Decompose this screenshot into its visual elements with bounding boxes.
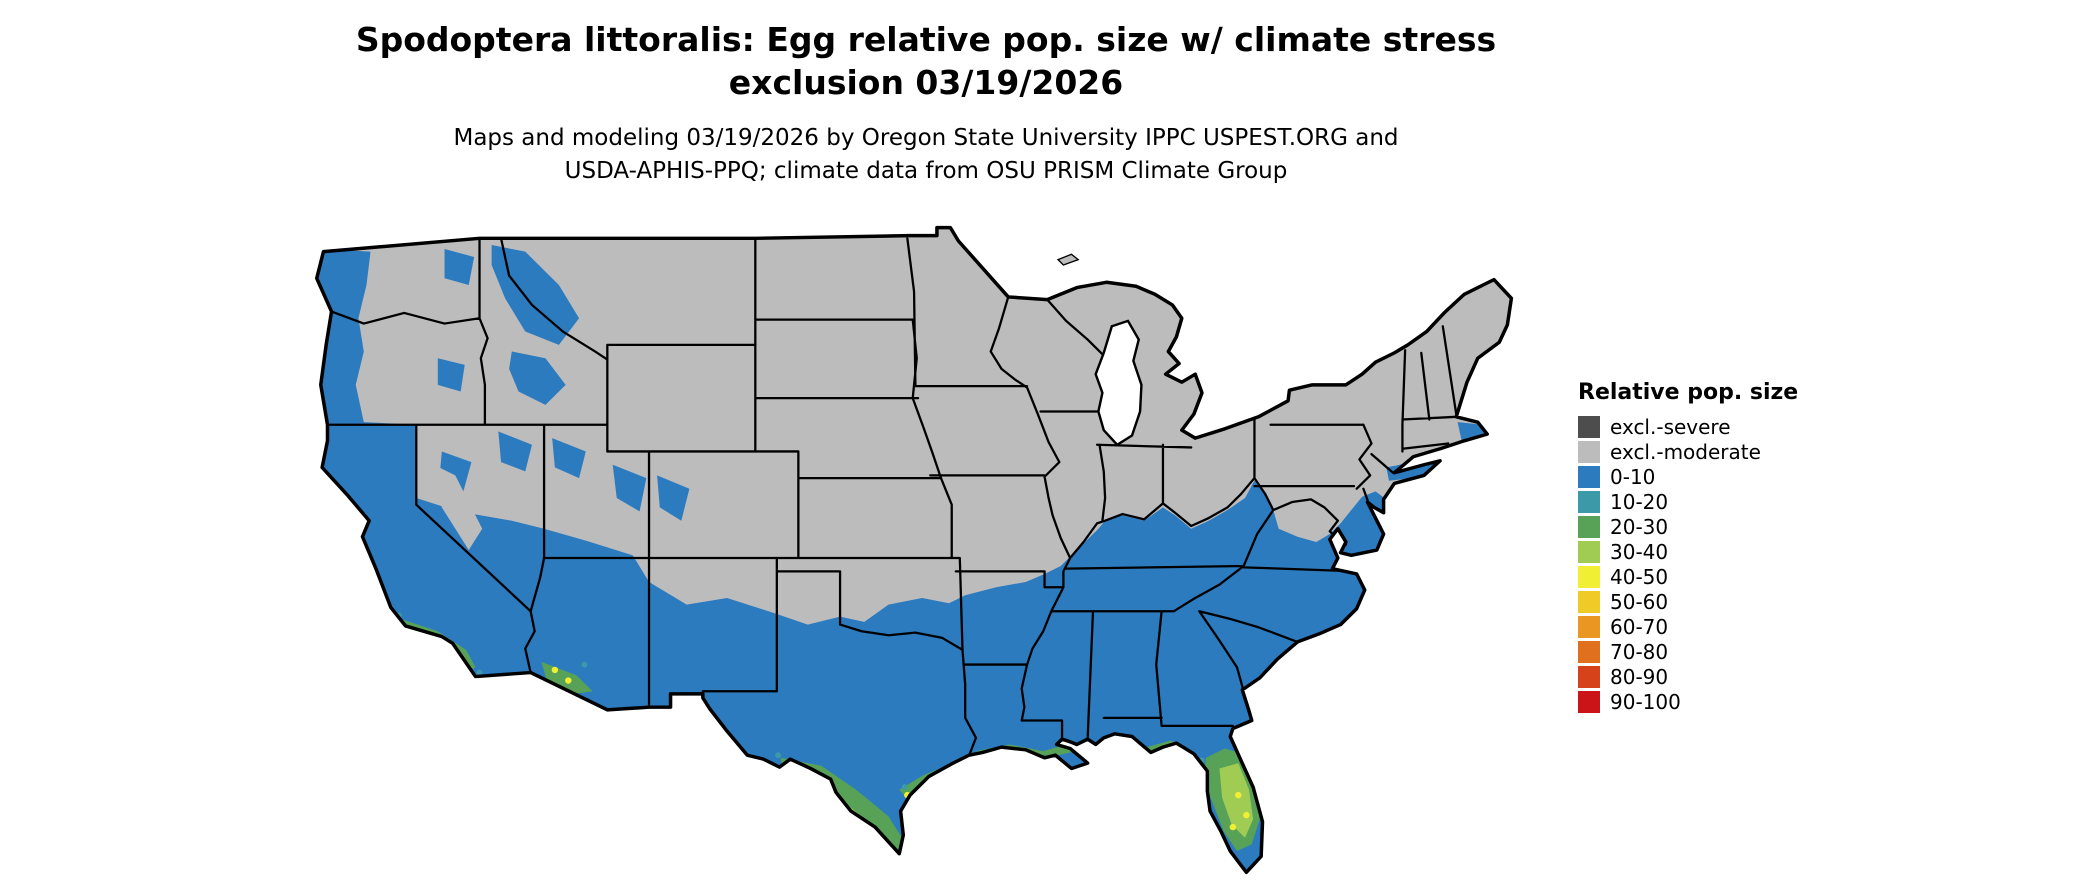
legend-item: 80-90 [1578,664,1838,689]
legend-item: 20-30 [1578,514,1838,539]
legend-swatch [1578,590,1600,613]
legend-item-label: 70-80 [1610,639,1669,664]
legend-item-label: 20-30 [1610,514,1669,539]
state-borders [326,237,1458,757]
isle-royale [1056,253,1080,266]
legend-item: 70-80 [1578,639,1838,664]
legend-item: 10-20 [1578,489,1838,514]
legend-item: 50-60 [1578,589,1838,614]
legend-item: 60-70 [1578,614,1838,639]
legend-swatch [1578,540,1600,563]
lake-michigan [1094,319,1143,447]
legend-item-label: excl.-moderate [1610,439,1761,464]
us-outline [314,225,1514,875]
map-subtitle-line1: Maps and modeling 03/19/2026 by Oregon S… [453,125,1399,151]
legend-swatch [1578,565,1600,588]
legend-swatch [1578,490,1600,513]
legend-item-label: 30-40 [1610,539,1669,564]
legend: Relative pop. size excl.-severe excl.-mo… [1578,380,1838,714]
legend-item-label: 90-100 [1610,689,1681,714]
legend-item-label: 60-70 [1610,614,1669,639]
legend-item: 40-50 [1578,564,1838,589]
map-title: Spodoptera littoralis: Egg relative pop.… [310,18,1542,104]
legend-swatch [1578,440,1600,463]
legend-item-label: 50-60 [1610,589,1669,614]
map-subtitle: Maps and modeling 03/19/2026 by Oregon S… [310,122,1542,188]
legend-swatch [1578,640,1600,663]
us-map [314,225,1514,875]
legend-items: excl.-severe excl.-moderate 0-10 10-20 2… [1578,414,1838,714]
legend-swatch [1578,415,1600,438]
legend-item: 0-10 [1578,464,1838,489]
legend-swatch [1578,690,1600,713]
legend-item-label: 0-10 [1610,464,1656,489]
legend-item-label: 10-20 [1610,489,1669,514]
legend-swatch [1578,615,1600,638]
legend-title: Relative pop. size [1578,380,1799,405]
legend-item-label: 40-50 [1610,564,1669,589]
map-subtitle-line2: USDA-APHIS-PPQ; climate data from OSU PR… [564,158,1288,184]
legend-swatch [1578,465,1600,488]
map-title-line2: exclusion 03/19/2026 [728,63,1124,102]
legend-item: 30-40 [1578,539,1838,564]
legend-item: 90-100 [1578,689,1838,714]
legend-swatch [1578,515,1600,538]
legend-swatch [1578,665,1600,688]
us-map-figure [310,225,1541,891]
sierra-excluded-patch [428,462,483,551]
legend-item-label: excl.-severe [1610,414,1731,439]
legend-item: excl.-moderate [1578,439,1838,464]
legend-item: excl.-severe [1578,414,1838,439]
legend-item-label: 80-90 [1610,664,1669,689]
map-title-line1: Spodoptera littoralis: Egg relative pop.… [355,20,1497,59]
